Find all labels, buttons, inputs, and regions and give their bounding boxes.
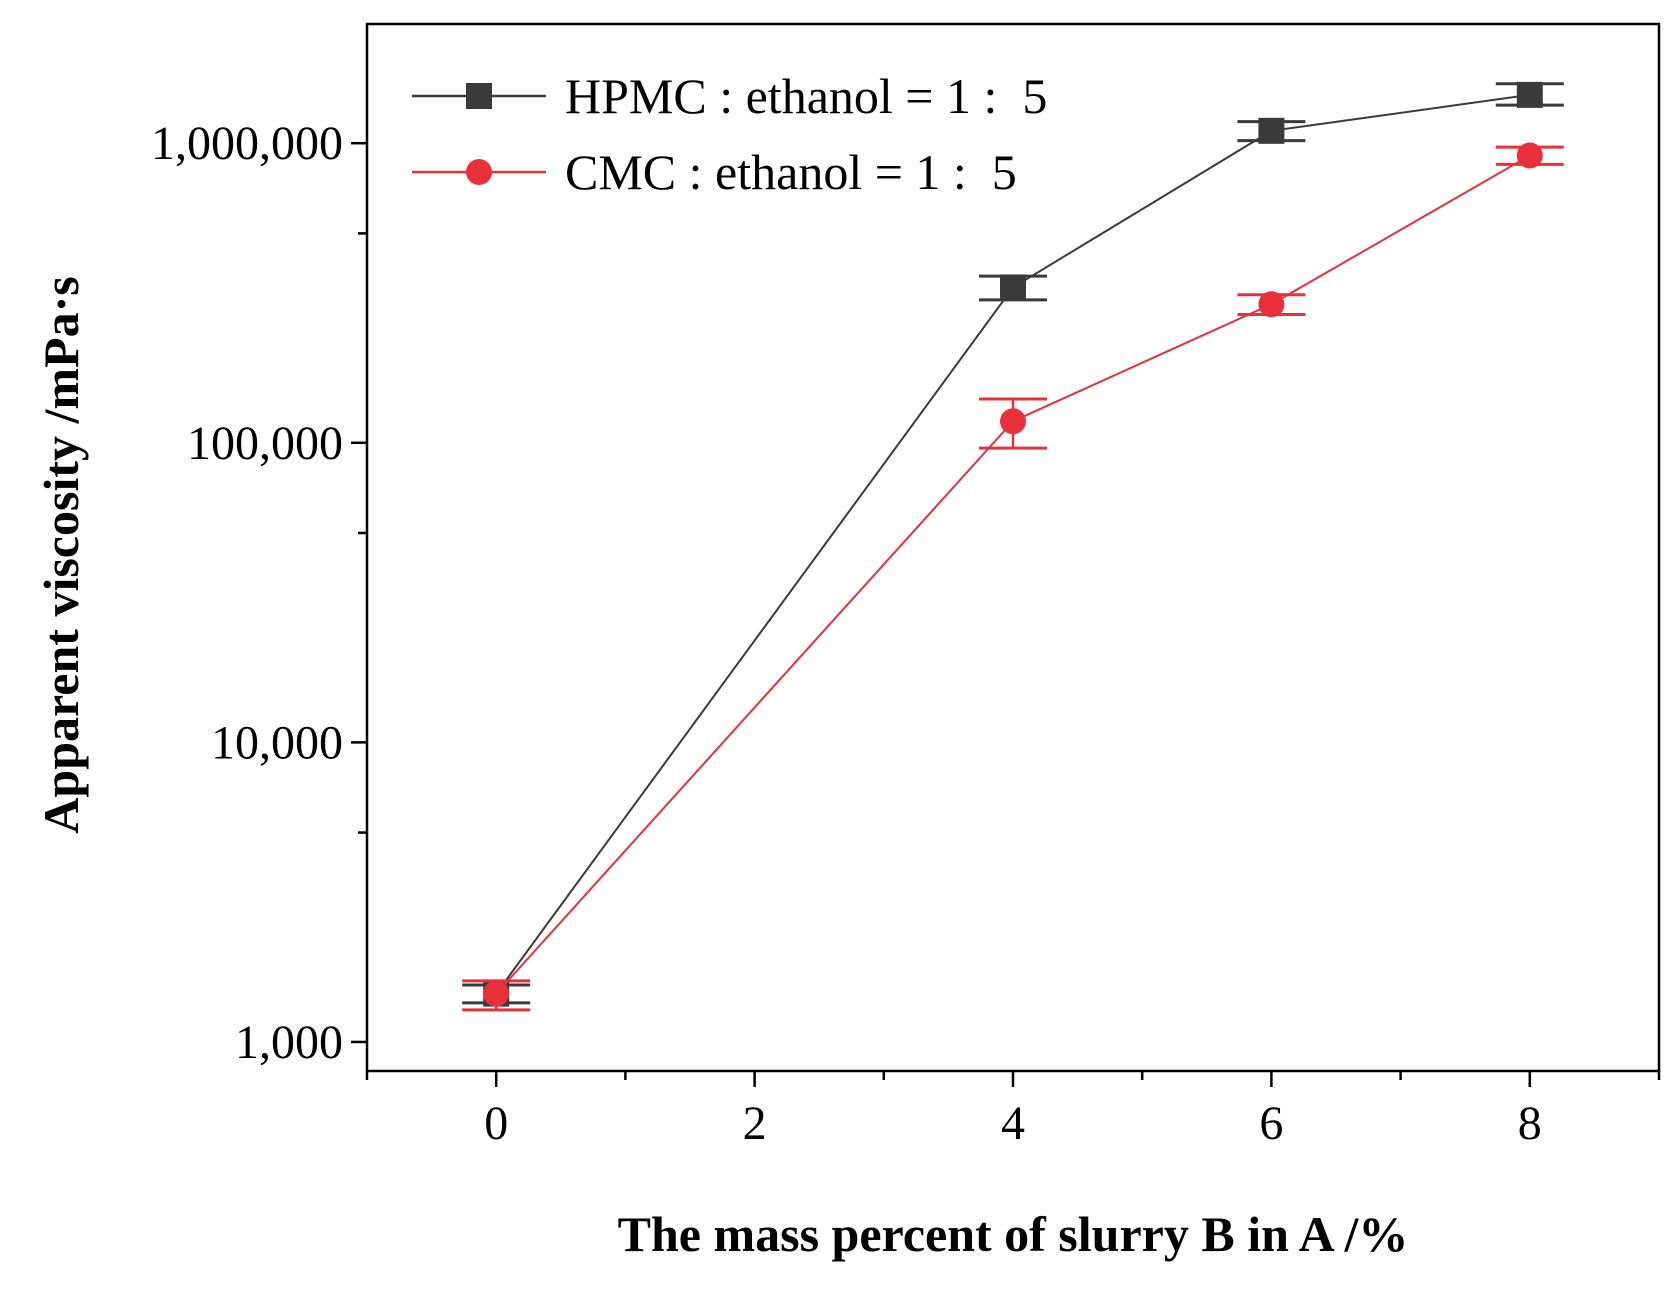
- series-line: [495, 154, 1531, 995]
- x-tick-label: 2: [743, 1097, 767, 1150]
- y-ticks: 1,000 10,000 100,000 1,000,000: [151, 117, 367, 1069]
- x-tick-label: 0: [484, 1097, 508, 1150]
- series-line: [495, 93, 1530, 995]
- legend: HPMC : ethanol = 1 : 5 CMC : ethanol = 1 …: [412, 68, 1047, 200]
- x-tick-label: 8: [1518, 1097, 1542, 1150]
- series-layer: [462, 81, 1564, 1012]
- x-tick-label: 4: [1001, 1097, 1025, 1150]
- series-hpmc: [462, 81, 1564, 1007]
- legend-label: HPMC : ethanol = 1 : 5: [565, 68, 1047, 124]
- legend-marker: [466, 159, 492, 185]
- data-point: [1258, 117, 1285, 144]
- data-point: [483, 980, 510, 1007]
- y-tick-label: 1,000,000: [151, 117, 343, 170]
- y-tick-label: 100,000: [187, 417, 343, 470]
- y-axis-title: Apparent viscosity /mPa·s: [33, 276, 89, 833]
- data-point: [1000, 274, 1026, 301]
- series-cmc: [462, 142, 1564, 1012]
- data-point: [1258, 291, 1285, 318]
- x-tick-label: 6: [1259, 1097, 1283, 1150]
- legend-label: CMC : ethanol = 1 : 5: [565, 144, 1017, 200]
- x-axis-title: The mass percent of slurry B in A /%: [618, 1206, 1409, 1262]
- x-ticks: 0 2 4 6 8: [365, 1071, 1661, 1150]
- y-tick-label: 1,000: [235, 1016, 343, 1069]
- data-point: [1516, 142, 1543, 169]
- data-point: [1516, 81, 1543, 108]
- y-tick-label: 10,000: [211, 716, 343, 769]
- data-point: [1000, 408, 1026, 435]
- legend-marker: [466, 83, 492, 109]
